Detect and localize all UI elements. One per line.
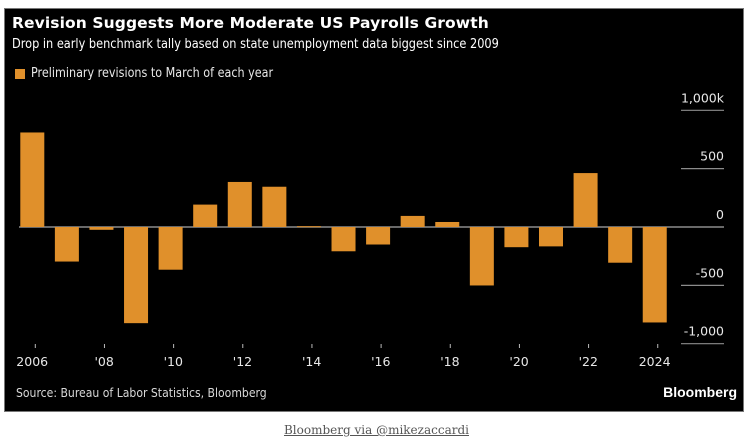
bar-2024 bbox=[642, 227, 667, 323]
bar-2018 bbox=[435, 221, 460, 227]
legend: Preliminary revisions to March of each y… bbox=[15, 66, 312, 81]
bar-2016 bbox=[366, 227, 391, 245]
bar-2021 bbox=[539, 227, 563, 247]
bloomberg-logo: Bloomberg bbox=[663, 384, 737, 400]
chart-panel bbox=[4, 8, 744, 412]
bar-2019 bbox=[469, 227, 494, 286]
x-tick-label: '16 bbox=[371, 354, 390, 369]
legend-label: Preliminary revisions to March of each y… bbox=[31, 66, 274, 81]
x-tick-label: '14 bbox=[302, 354, 321, 369]
source-note: Source: Bureau of Labor Statistics, Bloo… bbox=[16, 385, 267, 400]
x-tick-label: 2006 bbox=[16, 354, 48, 369]
y-tick-label: 500 bbox=[700, 149, 724, 164]
bars bbox=[20, 132, 667, 324]
chart-title: Revision Suggests More Moderate US Payro… bbox=[12, 14, 489, 32]
bar-2007 bbox=[54, 227, 79, 262]
y-tick-label: -500 bbox=[696, 265, 724, 280]
x-tick-label: '12 bbox=[233, 354, 252, 369]
chart-subtitle: Drop in early benchmark tally based on s… bbox=[12, 37, 499, 52]
x-tick-label: 2024 bbox=[639, 354, 671, 369]
bar-2006 bbox=[20, 132, 45, 227]
bar-2012 bbox=[227, 181, 252, 227]
legend-swatch bbox=[15, 68, 25, 79]
y-tick-label: 0 bbox=[716, 207, 724, 222]
bar-2022 bbox=[573, 173, 598, 227]
x-tick-label: '10 bbox=[164, 354, 183, 369]
bar-2008 bbox=[89, 227, 114, 230]
bar-2010 bbox=[158, 227, 183, 270]
credit-line: Bloomberg via @mikezaccardi bbox=[0, 423, 753, 437]
credit-link[interactable]: Bloomberg via @mikezaccardi bbox=[283, 423, 469, 437]
bar-2020 bbox=[504, 227, 529, 248]
bar-2014 bbox=[296, 226, 321, 228]
axes: 1,000k 500 0 -500 -1,000 2006 '08 '10 '12 '14 '16 '… bbox=[16, 90, 724, 369]
x-tick-label: '22 bbox=[579, 354, 598, 369]
bar-2023 bbox=[608, 227, 633, 263]
y-tick-label: -1,000 bbox=[684, 324, 724, 339]
bar-2009 bbox=[124, 227, 149, 324]
bar-2017 bbox=[400, 215, 425, 227]
x-tick-label: '18 bbox=[440, 354, 459, 369]
bar-2015 bbox=[331, 227, 356, 252]
y-tick-label: 1,000k bbox=[681, 90, 725, 105]
x-tick-label: '20 bbox=[509, 354, 528, 369]
bar-2011 bbox=[193, 204, 218, 227]
x-tick-label: '08 bbox=[94, 354, 113, 369]
bar-2013 bbox=[262, 186, 287, 227]
